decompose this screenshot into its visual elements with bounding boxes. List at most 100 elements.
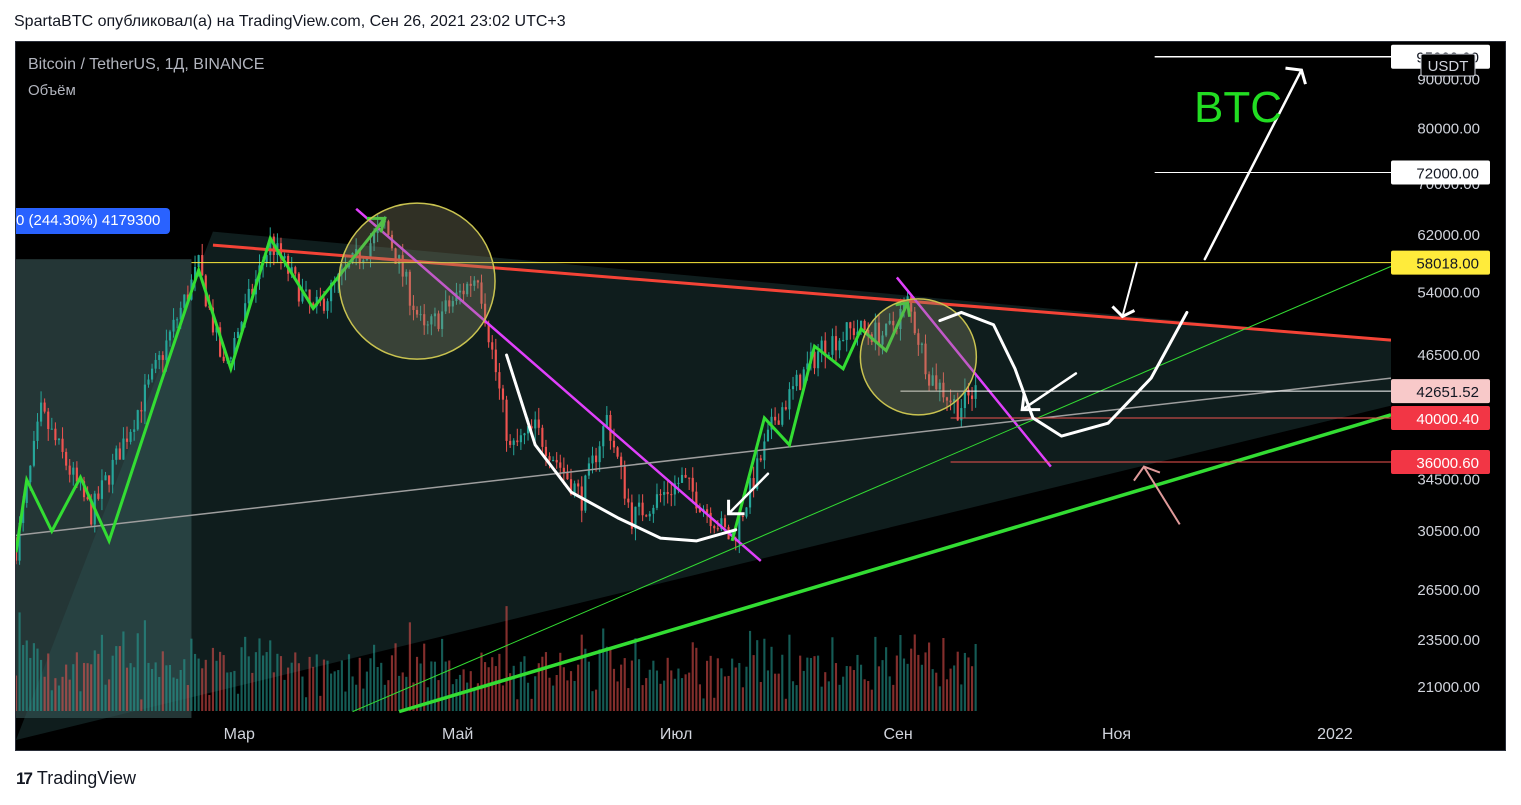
candle-body <box>61 438 64 452</box>
arrow-pointer-1 <box>727 472 770 516</box>
highlight-circle <box>338 202 496 360</box>
volume-bar <box>351 676 354 711</box>
candle <box>537 407 540 436</box>
line-support_main <box>398 413 1392 714</box>
candle <box>462 283 465 302</box>
candle <box>784 400 787 411</box>
volume-bar <box>938 686 941 711</box>
candle-body <box>605 414 608 427</box>
candle-body <box>426 324 429 326</box>
candle-body <box>741 515 744 517</box>
candle-body <box>838 340 841 351</box>
candle <box>176 317 179 329</box>
candle <box>158 350 161 370</box>
candle <box>448 295 451 314</box>
volume-bar <box>566 680 569 711</box>
volume-bar <box>963 652 966 711</box>
volume-bar <box>791 681 795 711</box>
candle-body <box>577 483 580 487</box>
volume-bar <box>906 663 909 711</box>
volume-bar <box>412 682 415 711</box>
candle-body <box>86 497 89 500</box>
candle <box>928 371 931 392</box>
volume-bar <box>577 664 580 711</box>
candle-body <box>795 374 798 387</box>
volume-bar <box>190 638 193 711</box>
candle <box>648 511 651 521</box>
volume-bar <box>355 684 358 711</box>
candle-body <box>784 407 787 410</box>
candle-body <box>713 526 716 529</box>
volume-bar <box>552 685 555 711</box>
candle-body <box>548 456 551 461</box>
candle-body <box>480 282 483 304</box>
volume-bar <box>641 685 644 711</box>
price-label: 36000.60 <box>1416 455 1479 472</box>
candle <box>938 379 941 402</box>
zigzag-summer <box>730 302 909 542</box>
candle-body <box>655 494 659 508</box>
volume-bar <box>505 606 508 711</box>
volume-bar <box>330 673 333 711</box>
volume-bar <box>165 665 168 711</box>
candle-body <box>537 419 540 428</box>
volume-bar <box>677 668 680 711</box>
candle-body <box>179 307 182 320</box>
candle-body <box>827 354 830 356</box>
candle <box>265 254 268 268</box>
candle-body <box>759 458 762 461</box>
candle <box>136 409 139 431</box>
volume-bar <box>54 678 57 711</box>
price-tick: 62000.00 <box>1417 227 1480 244</box>
candle-body <box>355 249 358 254</box>
candle <box>523 432 526 445</box>
candle <box>304 280 308 293</box>
volume-bar <box>297 663 300 711</box>
candle <box>133 419 136 441</box>
candle-body <box>168 331 172 341</box>
volume-bar <box>219 651 222 711</box>
volume-bar <box>727 675 730 711</box>
candle <box>54 422 57 446</box>
candle-body <box>931 375 934 386</box>
candle-body <box>433 313 437 317</box>
volume-bar <box>913 634 916 711</box>
candle <box>630 494 633 535</box>
candle-body <box>530 426 533 429</box>
candle-body <box>419 314 422 316</box>
candle <box>97 486 100 501</box>
tradingview-logo[interactable]: 17 TradingView <box>16 768 136 789</box>
candle-body <box>963 389 966 409</box>
volume-bar <box>580 634 583 711</box>
candle <box>695 482 698 514</box>
candle-body <box>469 283 472 286</box>
time-tick: Май <box>442 726 473 743</box>
candle-body <box>584 475 587 511</box>
candle-body <box>111 459 114 485</box>
candle <box>913 307 916 335</box>
chart-panel[interactable]: BTC 21000.00 23500.00 26500.00 30500.00 3450… <box>15 41 1506 751</box>
candle <box>519 428 522 450</box>
candle-body <box>627 498 630 503</box>
volume-bar <box>953 665 956 711</box>
background-layer <box>16 231 1391 740</box>
candle-body <box>813 351 816 369</box>
candle-body <box>408 271 411 306</box>
volume-bar <box>419 663 422 711</box>
candle <box>949 389 952 411</box>
candle-body <box>645 515 648 517</box>
volume-bar <box>158 676 161 711</box>
price-label-bg <box>1391 405 1490 430</box>
volume-bar <box>598 649 601 711</box>
volume-bar <box>766 670 770 711</box>
candle-body <box>920 343 923 345</box>
candle-body <box>136 410 139 430</box>
candle-body <box>215 327 218 333</box>
price-tick: 34500.00 <box>1417 472 1480 489</box>
volume-bar <box>526 682 530 711</box>
volume-bar <box>287 667 290 711</box>
price-chart[interactable]: BTC 21000.00 23500.00 26500.00 30500.00 3450… <box>16 42 1506 751</box>
candle <box>534 411 537 441</box>
volume-bar <box>935 672 938 711</box>
volume-bar <box>738 662 741 711</box>
